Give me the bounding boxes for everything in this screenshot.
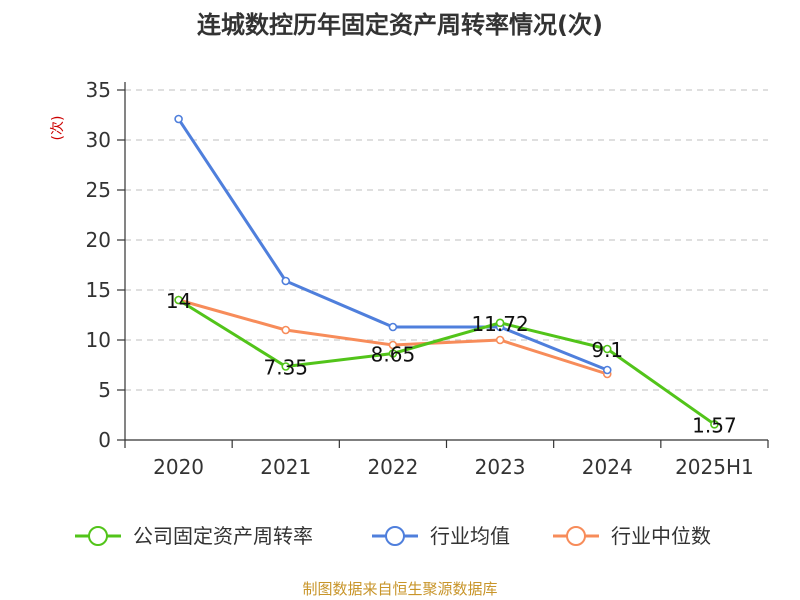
data-point [388,322,398,332]
y-tick-label: 5 [98,378,111,402]
data-label: 7.35 [263,356,308,380]
x-tick-label: 2025H1 [675,455,754,479]
data-point [602,344,612,354]
data-point [388,349,398,358]
data-labels: 14 7.35 8.65 11.72 9.1 1.57 [166,289,737,437]
series-1 [174,114,612,375]
x-tick-label: 2020 [153,455,204,479]
data-point [495,335,505,345]
data-point [495,318,505,328]
y-axis-unit-label: (次) [50,116,66,141]
x-tick-label: 2024 [582,455,633,479]
data-point [388,340,398,350]
data-point [174,114,183,124]
legend-item: 行业均值 [372,524,510,548]
data-point [281,276,291,286]
data-point [281,325,291,335]
source-note: 制图数据来自恒生聚源数据库 [302,580,497,598]
data-label: 9.1 [591,338,623,362]
legend-marker [88,526,108,546]
legend-label: 行业中位数 [611,524,711,548]
y-tick-label: 30 [86,128,111,152]
legend-marker [385,526,405,546]
legend-label: 公司固定资产周转率 [133,524,313,548]
series-line [177,298,716,426]
data-label: 1.57 [692,413,737,437]
y-tick-label: 15 [86,278,111,302]
legend: 公司固定资产周转率 行业均值 行业中位数 [75,524,711,548]
y-axis-ticks: 0 5 10 15 20 25 30 35 [86,78,125,452]
y-tick-label: 25 [86,178,111,202]
data-point [174,295,183,305]
data-point [281,362,291,371]
x-tick-label: 2021 [260,455,311,479]
y-tick-label: 0 [98,428,111,452]
data-point [710,419,719,429]
x-axis-ticks: 2020 2021 2022 2023 2024 2025H1 [124,440,769,479]
chart-title: 连城数控历年固定资产周转率情况(次) [197,11,603,39]
x-tick-label: 2023 [475,455,526,479]
y-tick-label: 35 [86,78,111,102]
series-group [174,114,719,429]
legend-marker [566,526,586,546]
legend-item: 公司固定资产周转率 [75,524,313,548]
series-0 [174,295,719,429]
legend-item: 行业中位数 [553,524,711,548]
gridlines [125,89,768,391]
y-tick-label: 10 [86,328,111,352]
x-tick-label: 2022 [367,455,418,479]
data-point [602,365,612,375]
data-label: 8.65 [371,343,416,367]
data-label: 11.72 [471,312,528,336]
data-label: 14 [166,289,191,313]
axes [124,82,768,441]
legend-label: 行业均值 [430,524,510,548]
y-tick-label: 20 [86,228,111,252]
